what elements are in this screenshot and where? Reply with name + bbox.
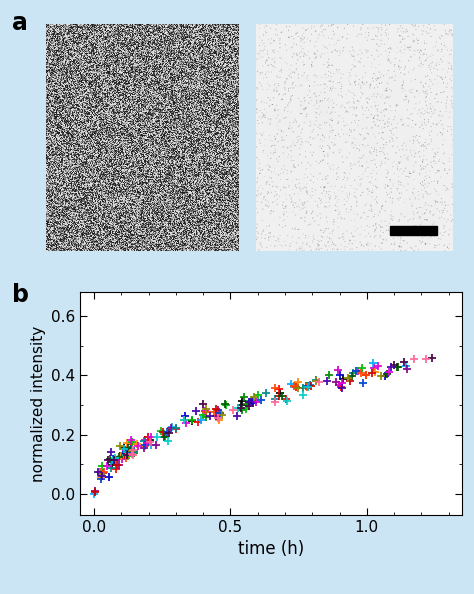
Text: a: a <box>12 11 27 36</box>
Y-axis label: normalized intensity: normalized intensity <box>31 326 46 482</box>
Text: b: b <box>12 283 29 307</box>
Bar <box>390 226 438 235</box>
X-axis label: time (h): time (h) <box>238 540 304 558</box>
